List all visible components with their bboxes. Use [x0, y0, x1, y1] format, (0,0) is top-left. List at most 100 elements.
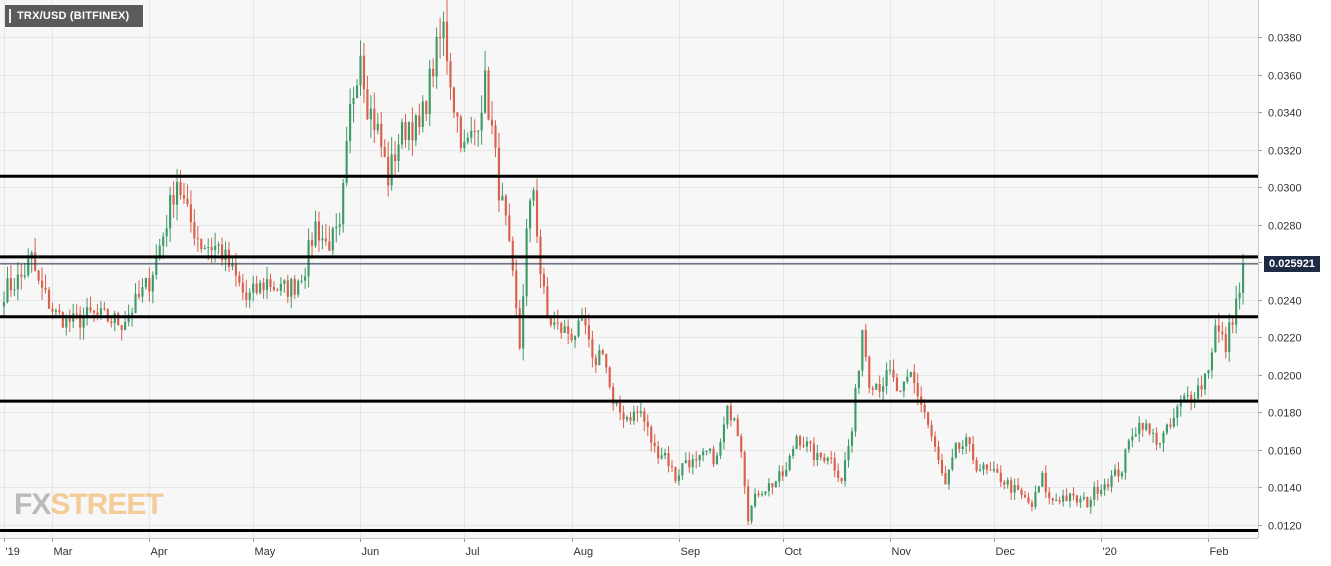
- candle-body: [549, 317, 552, 325]
- candle-body: [653, 442, 656, 447]
- candle-body: [34, 252, 37, 271]
- y-tick-label: 0.0120: [1268, 521, 1302, 533]
- candle-body: [933, 436, 937, 447]
- candle-body: [937, 446, 940, 461]
- instrument-title: TRX/USD (BITFINEX): [5, 5, 144, 27]
- candle-body: [23, 275, 26, 277]
- candle-body: [840, 477, 843, 482]
- candle-body: [480, 112, 483, 131]
- candle-body: [1093, 486, 1096, 500]
- y-tick-label: 0.0360: [1268, 71, 1302, 83]
- candle-body: [958, 442, 961, 449]
- candle-body: [677, 475, 680, 481]
- candle-body: [362, 55, 366, 90]
- candle-body: [286, 280, 289, 297]
- candle-body: [843, 460, 847, 482]
- candle-body: [1086, 497, 1089, 508]
- candle-body: [1141, 422, 1144, 430]
- candle-body: [667, 453, 670, 467]
- candle-body: [643, 411, 646, 422]
- candle-body: [660, 455, 663, 459]
- candle-body: [605, 354, 608, 368]
- candle-body: [1224, 334, 1227, 353]
- candle-body: [1235, 298, 1238, 325]
- candle-body: [439, 36, 442, 39]
- candle-body: [366, 89, 369, 120]
- x-tick-label: '19: [6, 546, 20, 558]
- candle-body: [1134, 434, 1137, 437]
- candle-body: [702, 451, 705, 456]
- candle-body: [598, 350, 601, 366]
- candle-body: [1010, 480, 1013, 493]
- candle-body: [435, 36, 438, 77]
- candle-body: [802, 445, 805, 447]
- candle-body: [1138, 422, 1141, 435]
- candle-body: [951, 457, 954, 470]
- candle-body: [58, 310, 61, 313]
- candle-body: [196, 238, 199, 240]
- candle-body: [539, 236, 542, 275]
- candle-body: [449, 61, 452, 88]
- candle-body: [553, 322, 556, 325]
- candle-body: [293, 278, 296, 295]
- candle-body: [850, 431, 854, 446]
- candle-body: [470, 130, 473, 138]
- candle-body: [432, 68, 435, 77]
- candle-body: [580, 319, 584, 321]
- candle-body: [861, 329, 864, 371]
- candle-body: [1113, 469, 1117, 476]
- candle-body: [1013, 485, 1016, 493]
- candle-body: [394, 154, 397, 161]
- candle-body: [79, 314, 82, 328]
- candle-body: [989, 469, 992, 471]
- candle-body: [542, 274, 546, 287]
- candle-body: [1148, 423, 1151, 434]
- x-tick-label: '20: [1103, 546, 1117, 558]
- candle-body: [629, 417, 632, 421]
- candle-body: [220, 244, 224, 261]
- candle-body: [141, 287, 144, 297]
- candle-body: [504, 195, 507, 216]
- candle-body: [224, 249, 227, 261]
- candle-body: [214, 245, 217, 251]
- candle-body: [9, 278, 12, 291]
- candle-body: [535, 190, 539, 237]
- candle-body: [743, 452, 746, 487]
- candle-body: [44, 287, 47, 290]
- candle-body: [27, 258, 30, 276]
- candle-body: [283, 280, 286, 284]
- candle-body: [854, 388, 857, 432]
- candle-body: [110, 321, 113, 324]
- y-tick-label: 0.0220: [1268, 333, 1302, 345]
- candle-body: [82, 317, 85, 328]
- candle-body: [871, 387, 874, 390]
- y-tick-label: 0.0300: [1268, 183, 1302, 195]
- candle-body: [875, 384, 878, 390]
- candle-body: [2, 302, 6, 307]
- candle-body: [722, 424, 725, 443]
- candle-body: [210, 247, 213, 251]
- candle-body: [265, 279, 269, 291]
- candle-body: [698, 455, 701, 461]
- candle-body: [646, 421, 649, 428]
- candle-body: [715, 455, 719, 465]
- candle-body: [625, 417, 629, 420]
- candle-body: [812, 443, 815, 461]
- logo-part-fx: FX: [14, 488, 51, 521]
- candle-body: [477, 130, 480, 132]
- candle-body: [68, 315, 71, 322]
- candle-body: [144, 278, 147, 288]
- candle-body: [525, 228, 528, 297]
- candle-body: [1065, 495, 1068, 502]
- candle-body: [909, 371, 912, 377]
- candle-body: [747, 486, 750, 522]
- candle-body: [387, 156, 390, 186]
- candle-body: [99, 308, 102, 315]
- candle-body: [944, 473, 947, 485]
- candle-body: [657, 446, 660, 459]
- candle-body: [373, 108, 376, 131]
- candle-body: [120, 325, 123, 330]
- candle-body: [608, 367, 611, 387]
- candle-body: [37, 270, 40, 281]
